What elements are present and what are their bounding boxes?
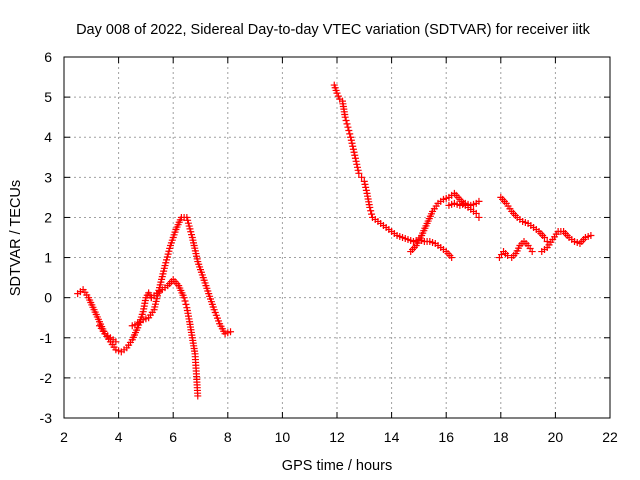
data-point-marker bbox=[540, 234, 548, 241]
data-point-marker bbox=[351, 154, 359, 162]
x-axis-label: GPS time / hours bbox=[282, 458, 392, 474]
data-point-marker bbox=[448, 254, 456, 262]
data-point-marker bbox=[353, 160, 361, 168]
series-arc-5 bbox=[330, 81, 456, 262]
y-axis-label: SDTVAR / TECUs bbox=[8, 180, 24, 296]
data-point-marker bbox=[361, 180, 369, 188]
data-point-marker bbox=[475, 197, 483, 205]
data-point-marker bbox=[587, 231, 595, 239]
data-point-marker bbox=[182, 300, 190, 308]
x-tick-label: 14 bbox=[384, 429, 400, 445]
data-point-marker bbox=[343, 120, 351, 128]
y-tick-label: 3 bbox=[44, 169, 52, 185]
x-tick-label: 22 bbox=[602, 429, 618, 445]
data-point-marker bbox=[351, 151, 359, 159]
y-tick-label: -3 bbox=[40, 410, 53, 426]
y-tick-label: -2 bbox=[40, 370, 53, 386]
series-arc-10 bbox=[538, 227, 595, 256]
y-tick-label: 1 bbox=[44, 250, 52, 266]
y-tick-label: 6 bbox=[44, 49, 52, 65]
x-tick-label: 12 bbox=[329, 429, 345, 445]
x-tick-label: 2 bbox=[60, 429, 68, 445]
data-point-marker bbox=[366, 203, 374, 211]
data-point-marker bbox=[341, 113, 349, 121]
data-point-marker bbox=[362, 186, 370, 194]
data-point-marker bbox=[354, 166, 362, 174]
series-arc-4 bbox=[147, 276, 202, 400]
series-arc-9 bbox=[495, 238, 536, 262]
data-point-marker bbox=[194, 392, 202, 400]
data-point-marker bbox=[355, 169, 363, 177]
data-point-marker bbox=[112, 338, 120, 346]
data-point-marker bbox=[528, 248, 536, 256]
data-point-marker bbox=[367, 207, 375, 215]
x-tick-label: 6 bbox=[169, 429, 177, 445]
data-point-marker bbox=[472, 209, 480, 217]
data-point-marker bbox=[344, 123, 352, 131]
series-arc-8 bbox=[497, 193, 551, 246]
series-arc-6 bbox=[407, 189, 483, 256]
data-point-marker bbox=[181, 297, 189, 305]
data-point-marker bbox=[349, 145, 357, 153]
x-tick-label: 16 bbox=[438, 429, 454, 445]
data-point-marker bbox=[334, 92, 342, 100]
y-tick-label: 5 bbox=[44, 89, 52, 105]
data-point-marker bbox=[345, 127, 353, 135]
x-tick-label: 20 bbox=[548, 429, 564, 445]
data-point-marker bbox=[353, 163, 361, 171]
series-arc-7 bbox=[445, 197, 483, 209]
data-point-marker bbox=[347, 133, 355, 141]
data-point-marker bbox=[227, 328, 235, 336]
data-point-marker bbox=[362, 183, 370, 191]
x-tick-label: 4 bbox=[115, 429, 123, 445]
series-arc-2 bbox=[95, 322, 120, 346]
x-tick-label: 18 bbox=[493, 429, 509, 445]
data-point-marker bbox=[347, 136, 355, 144]
data-points-layer bbox=[74, 81, 595, 400]
data-point-marker bbox=[360, 177, 368, 185]
y-tick-label: 0 bbox=[44, 290, 52, 306]
data-point-marker bbox=[346, 130, 354, 138]
data-point-marker bbox=[180, 294, 188, 302]
data-point-marker bbox=[342, 117, 350, 125]
data-point-marker bbox=[348, 139, 356, 147]
data-point-marker bbox=[352, 157, 360, 165]
x-tick-label: 8 bbox=[224, 429, 232, 445]
data-point-marker bbox=[475, 213, 483, 221]
data-point-marker bbox=[350, 148, 358, 156]
y-tick-label: 2 bbox=[44, 209, 52, 225]
grid-layer bbox=[64, 57, 610, 418]
data-point-marker bbox=[349, 142, 357, 150]
x-tick-label: 10 bbox=[275, 429, 291, 445]
series-arc-3 bbox=[128, 213, 235, 338]
data-point-marker bbox=[358, 173, 366, 181]
chart-title: Day 008 of 2022, Sidereal Day-to-day VTE… bbox=[76, 22, 591, 38]
y-tick-label: -1 bbox=[40, 330, 53, 346]
data-point-marker bbox=[504, 252, 512, 260]
data-point-marker bbox=[368, 210, 376, 218]
data-point-marker bbox=[333, 89, 341, 97]
y-tick-label: 4 bbox=[44, 129, 52, 145]
